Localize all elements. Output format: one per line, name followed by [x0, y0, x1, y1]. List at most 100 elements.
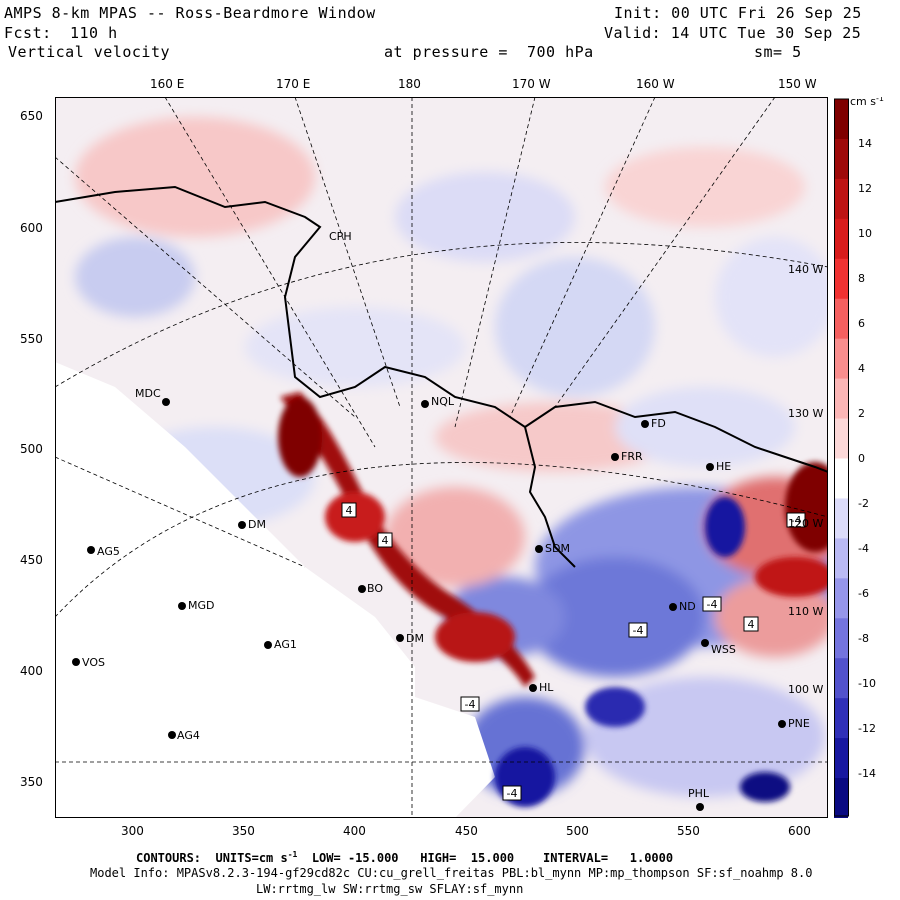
longitude-label: 130 W — [788, 407, 823, 420]
colorbar-tick-label: 10 — [858, 227, 872, 240]
colorbar-tick-label: 4 — [858, 362, 865, 375]
colorbar-swatch — [834, 418, 848, 459]
station-label: NQL — [431, 395, 455, 408]
colorbar-tick-label: -12 — [858, 722, 876, 735]
colorbar-swatch — [834, 378, 848, 420]
colorbar-tick-label: 8 — [858, 272, 865, 285]
footer-contours-line: CONTOURS: UNITS=cm s-1 LOW= -15.000 HIGH… — [136, 850, 673, 865]
left-tick-label: 550 — [20, 332, 43, 346]
top-tick-label: 180 — [398, 77, 421, 91]
model-info-line2: LW:rrtmg_lw SW:rrtmg_sw SFLAY:sf_mynn — [256, 882, 524, 896]
left-tick-label: 600 — [20, 221, 43, 235]
contour-box-label: -4 — [791, 514, 802, 527]
bottom-tick-label: 450 — [455, 824, 478, 838]
station-label: FD — [651, 417, 666, 430]
contour-box-label: -4 — [465, 698, 476, 711]
colorbar-tick-label: 12 — [858, 182, 872, 195]
colorbar-swatch — [834, 578, 848, 619]
station-label: PHL — [688, 787, 710, 800]
colorbar-frame — [834, 98, 849, 817]
station-label: DM — [406, 632, 424, 645]
velocity-field — [75, 117, 828, 797]
colorbar-swatch — [834, 698, 848, 739]
colorbar-swatch — [834, 178, 848, 220]
colorbar-tick-label: -8 — [858, 632, 869, 645]
coastline — [55, 185, 828, 568]
colorbar-tick-label: 2 — [858, 407, 865, 420]
contour-low: LOW= -15.000 — [311, 851, 399, 865]
bottom-tick-label: 500 — [566, 824, 589, 838]
station-label: AG1 — [274, 638, 297, 651]
top-tick-label: 150 W — [778, 77, 817, 91]
colorbar-tick-label: -14 — [858, 767, 876, 780]
colorbar-tick-label: -6 — [858, 587, 869, 600]
top-tick-label: 160 W — [636, 77, 675, 91]
graticule — [55, 97, 828, 818]
left-tick-label: 350 — [20, 775, 43, 789]
contours-label: CONTOURS: — [136, 851, 202, 865]
longitude-label: 140 W — [788, 263, 823, 276]
colorbar-units: cm s-1 — [850, 97, 884, 108]
station-label: WSS — [711, 643, 736, 656]
colorbar-swatch — [834, 138, 848, 180]
station-label: FRR — [621, 450, 643, 463]
contour-box-label: 4 — [346, 504, 353, 517]
left-tick-label: 500 — [20, 442, 43, 456]
station-label: BO — [367, 582, 383, 595]
valid-time: Valid: 14 UTC Tue 30 Sep 25 — [604, 24, 862, 42]
colorbar-tick-label: 6 — [858, 317, 865, 330]
map-title: AMPS 8-km MPAS -- Ross-Beardmore Window — [4, 4, 376, 22]
colorbar-tick-label: 14 — [858, 137, 872, 150]
longitude-label: 110 W — [788, 605, 823, 618]
left-tick-label: 400 — [20, 664, 43, 678]
units-label: UNITS=cm s-1 — [215, 850, 298, 865]
station-label: AG4 — [177, 729, 200, 742]
bottom-tick-label: 350 — [232, 824, 255, 838]
bottom-tick-label: 550 — [677, 824, 700, 838]
colorbar-swatch — [834, 618, 848, 659]
land-area — [55, 362, 415, 818]
contour-interval: INTERVAL= 1.0000 — [543, 851, 674, 865]
contour-box-label: 4 — [748, 618, 755, 631]
colorbar-tick-label: -2 — [858, 497, 869, 510]
contour-box-label: 4 — [382, 534, 389, 547]
vertical-velocity-map: CPH MDC NQL FD FRR HE DM AG5 SDM MGD AG1… — [55, 97, 828, 818]
station-label: VOS — [82, 656, 105, 669]
land-area — [415, 697, 495, 818]
colorbar-swatch — [834, 298, 848, 340]
colorbar-swatch — [834, 99, 848, 140]
station-label: HE — [716, 460, 731, 473]
colorbar-tick-label: -10 — [858, 677, 876, 690]
station-label: SDM — [545, 542, 570, 555]
left-tick-label: 450 — [20, 553, 43, 567]
colorbar-swatch — [834, 218, 848, 260]
colorbar-tick-label: 0 — [858, 452, 865, 465]
top-tick-label: 170 E — [276, 77, 311, 91]
strong-ascent-band — [278, 392, 828, 807]
station-label: HL — [539, 681, 554, 694]
right-edge-longitude-labels: 140 W 130 W 120 W 110 W 100 W — [788, 263, 823, 696]
longitude-label: 120 W — [788, 517, 823, 530]
station-label: AG5 — [97, 545, 120, 558]
colorbar-swatch — [834, 538, 848, 579]
station-label: MGD — [188, 599, 215, 612]
station-label: MDC — [135, 387, 161, 400]
bottom-tick-label: 600 — [788, 824, 811, 838]
contour-box-labels: 4 4 -4 -4 -4 -4 4 -4 — [341, 502, 806, 801]
station-label: DM — [248, 518, 266, 531]
station-labels: CPH MDC NQL FD FRR HE DM AG5 SDM MGD AG1… — [82, 230, 810, 800]
colorbar-swatch — [834, 738, 848, 779]
colorbar-swatch — [834, 258, 848, 300]
variable-name: Vertical velocity — [8, 43, 171, 61]
top-tick-label: 170 W — [512, 77, 551, 91]
colorbar-swatch — [834, 338, 848, 380]
init-time: Init: 00 UTC Fri 26 Sep 25 — [614, 4, 862, 22]
colorbar-swatch — [834, 778, 848, 818]
model-info: Model Info: MPASv8.2.3-194-gf29cd82c CU:… — [90, 866, 813, 880]
contour-box-label: -4 — [507, 787, 518, 800]
top-tick-label: 160 E — [150, 77, 185, 91]
contour-box-label: -4 — [707, 598, 718, 611]
forecast-hour: 110 h — [70, 24, 118, 42]
contour-high: HIGH= 15.000 — [420, 851, 515, 865]
station-markers — [72, 398, 786, 811]
